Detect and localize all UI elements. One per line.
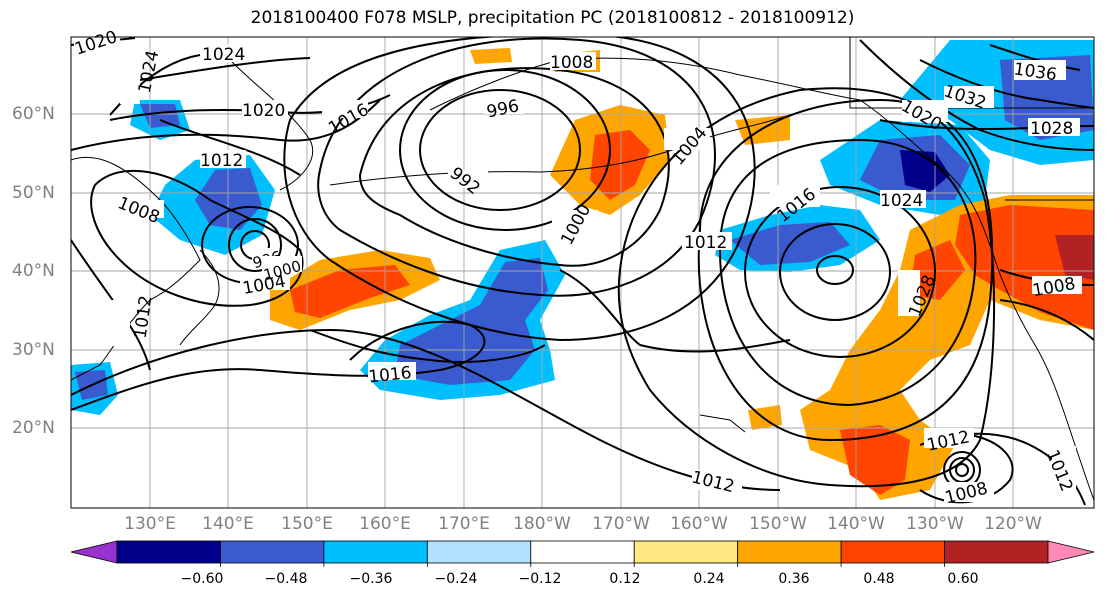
precip-red-east2 [910,240,965,300]
isobar-jp-1012 [71,119,301,371]
isobar-1028-ak [879,119,1094,131]
isobar-label: 1016 [367,363,412,387]
isobar-1016 [697,98,994,442]
lon-label: 170°E [438,514,490,534]
coast-na [859,99,1094,501]
isobar-label: 1008 [115,193,163,228]
isobar-1032-ak [919,59,1094,109]
lat-label: 20°N [12,418,55,438]
isobar-1008 [283,37,756,342]
lon-label: 160°W [670,514,728,534]
lon-label: 130°W [906,514,964,534]
isobars [71,37,1094,506]
map-title: 2018100400 F078 MSLP, precipitation PC (… [250,8,855,28]
isobar-label: 1008 [550,53,593,73]
colorbar-segment [944,540,1049,564]
isobar-label: 1012 [131,294,157,340]
lon-label: 130°E [124,514,176,534]
lon-label: 170°W [592,514,650,534]
colorbar-extend-high [1047,540,1095,564]
isobar-label: 1012 [200,151,243,171]
isobar-jp-1008 [90,169,304,307]
isobar-se-1 [955,463,969,477]
precip-red-south [840,425,910,495]
isobar-1020 [718,138,977,407]
colorbar-segment [116,540,221,564]
colorbar-segment [220,540,325,564]
colorbar-segment [323,540,428,564]
isobar-1032 [816,255,854,285]
colorbar-tick-label: 0.24 [693,571,725,587]
coast-hawaii [699,414,746,433]
isobar-label: 1020 [242,101,285,121]
isobar-1024 [744,186,936,358]
colorbar-segment [426,540,532,564]
colorbar [70,540,1095,567]
precip-orange-chukchi [470,48,512,64]
isobar-labels: 1020 1024 1024 1020 1016 1012 1008 996 9… [72,27,1082,508]
coast-aleutians [329,114,791,186]
lon-label: 150°W [749,514,807,534]
colorbar-segment [737,540,842,564]
precip-red-west [290,265,410,318]
colorbar-tick-label: −0.60 [180,571,224,587]
isobar-label: 1024 [202,45,245,65]
lon-label: 160°E [359,514,411,534]
isobar-1012-east2 [999,299,1094,341]
lon-label: 120°W [984,514,1042,534]
lat-label: 60°N [12,104,55,124]
colorbar-tick-label: 0.60 [947,571,979,587]
colorbar-segment [530,540,635,564]
isobar-1024-top [139,57,311,81]
isobar-1012-south [71,328,781,491]
isobar-1004 [317,37,716,297]
precip-midblue-kuril [195,168,262,230]
lon-label: 140°W [827,514,885,534]
isobar-label: 1012 [684,233,727,253]
isobar-label: 992 [446,163,484,199]
isobar-1012-west [309,329,546,363]
colorbar-tick-label: 0.12 [609,571,641,587]
lat-label: 40°N [12,261,55,281]
precip-shading [71,40,1094,500]
isobar-1016-top [71,99,381,151]
colorbar-tick-label: 0.48 [863,571,895,587]
isobar-1024-nw [109,54,201,116]
colorbar-extend-low [70,540,118,564]
lon-label: 140°E [202,514,254,534]
lat-label: 30°N [12,340,55,360]
isobar-1012-mid [559,269,791,353]
isobar-1028 [779,223,891,321]
colorbar-tick-label: −0.12 [518,571,562,587]
colorbar-tick-label: 0.36 [778,571,810,587]
isobar-1036 [989,44,1081,71]
precip-red-bering [590,130,650,200]
precip-darkred-east [1055,235,1094,280]
colorbar-tick-label: −0.36 [349,571,393,587]
lon-label: 180°W [513,514,571,534]
isobar-label: 1028 [1030,119,1073,139]
coast-na-border [849,37,1094,109]
isobar-label: 1024 [880,191,923,211]
isobar-992 [419,89,581,211]
colorbar-segment [840,540,945,564]
isobar-996 [399,69,611,231]
colorbar-tick-label: −0.24 [434,571,478,587]
colorbar-tick-label: −0.48 [264,571,308,587]
lat-label: 50°N [12,183,55,203]
isobar-1012-east [617,87,996,488]
isobar-1000 [358,67,670,267]
precip-navy-gulf [900,150,950,192]
lon-label: 150°E [281,514,333,534]
isobar-label: 1024 [135,49,164,95]
colorbar-segment [633,540,739,564]
isobar-jp-1000 [228,218,282,272]
map-frame [70,36,1095,509]
